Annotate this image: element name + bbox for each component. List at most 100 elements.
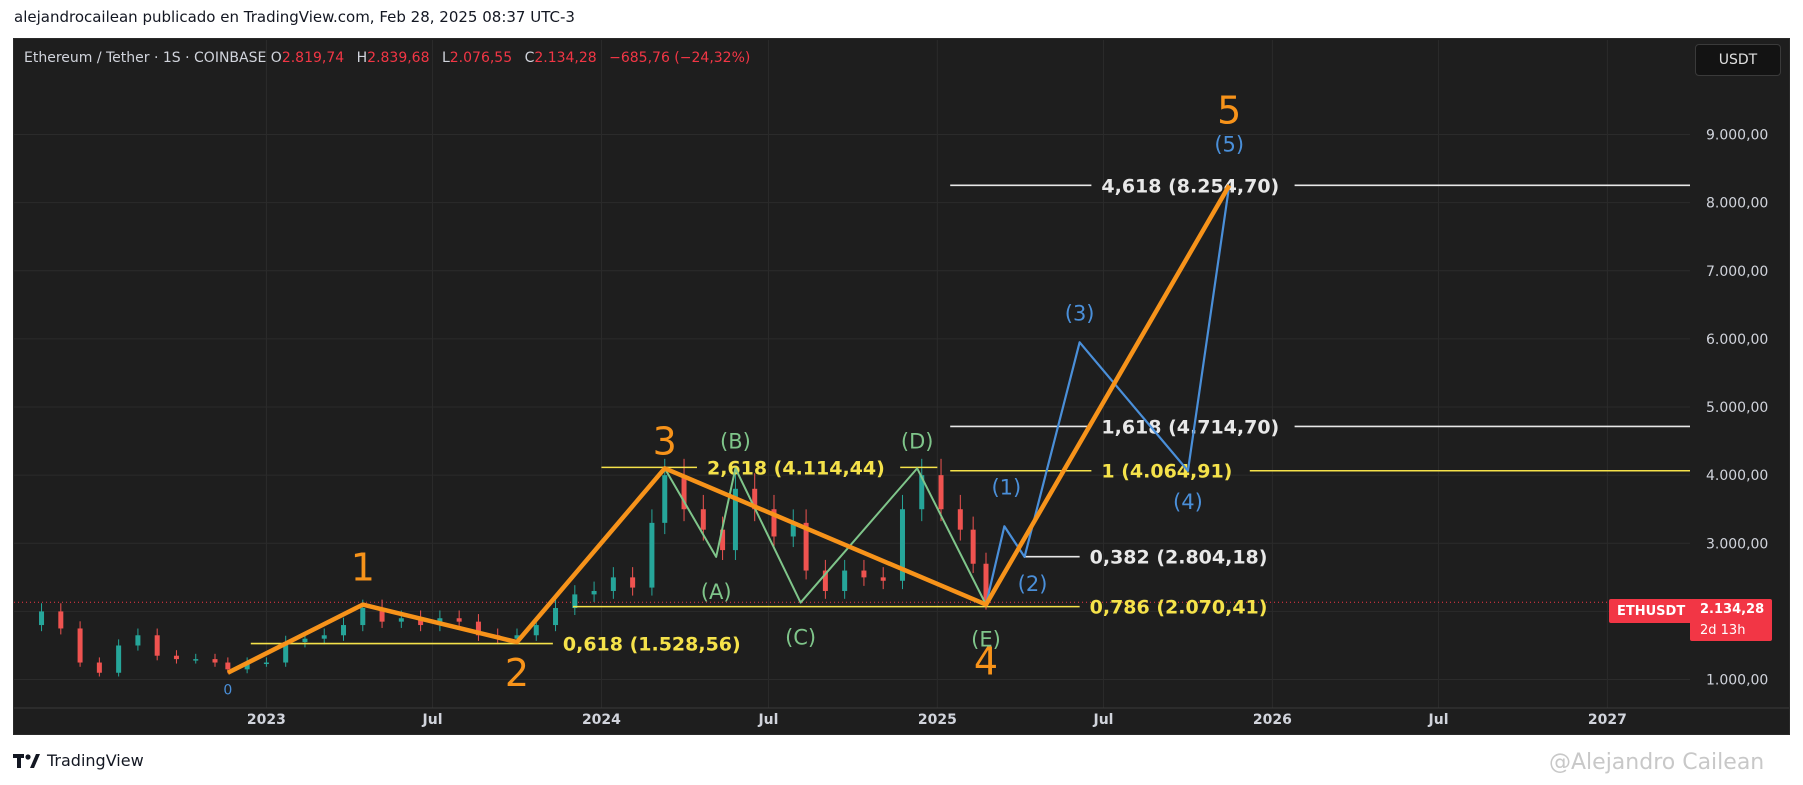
y-tick-label: 5.000,00 bbox=[1706, 400, 1768, 416]
fib-level-label: 0,618 (1.528,56) bbox=[563, 634, 741, 656]
candle-body bbox=[379, 608, 385, 622]
candle-body bbox=[321, 635, 327, 639]
x-tick-label: 2025 bbox=[918, 712, 957, 728]
projection-wave-label: (4) bbox=[1173, 490, 1203, 514]
candle-body bbox=[302, 638, 308, 643]
projection-wave-label: (2) bbox=[1018, 572, 1048, 596]
candle-body bbox=[771, 509, 777, 537]
primary-wave-label: 4 bbox=[974, 640, 998, 684]
triangle-wave-line bbox=[663, 467, 987, 606]
candle-body bbox=[360, 608, 366, 626]
low-value: 2.076,55 bbox=[449, 50, 513, 66]
y-tick-label: 4.000,00 bbox=[1706, 468, 1768, 484]
candle-body bbox=[173, 655, 179, 660]
candle-body bbox=[572, 594, 578, 609]
candle-body bbox=[39, 611, 45, 626]
high-value: 2.839,68 bbox=[367, 50, 430, 66]
candle-body bbox=[732, 488, 738, 551]
primary-wave-label: 3 bbox=[653, 419, 677, 463]
fib-level-label: 4,618 (8.254,70) bbox=[1101, 175, 1279, 197]
symbol-header: Ethereum / Tether · 1S · COINBASE O2.819… bbox=[24, 50, 758, 66]
bar-countdown: 2d 13h bbox=[1700, 623, 1746, 638]
chart-panel[interactable] bbox=[13, 38, 1790, 735]
candle-body bbox=[77, 628, 83, 663]
candle-body bbox=[970, 529, 976, 564]
x-tick-label: 2024 bbox=[582, 712, 621, 728]
open-key: O bbox=[270, 50, 282, 66]
candle-body bbox=[193, 659, 199, 661]
primary-wave-label: 1 bbox=[351, 546, 375, 590]
fib-level-label: 0,786 (2.070,41) bbox=[1090, 597, 1268, 619]
candle-body bbox=[456, 618, 462, 622]
candle-body bbox=[514, 635, 520, 639]
candle-body bbox=[649, 522, 655, 588]
triangle-wave-label: (A) bbox=[701, 580, 732, 604]
primary-wave-label: 5 bbox=[1217, 88, 1241, 132]
last-price-badge: 2.134,28 2d 13h bbox=[1690, 599, 1772, 641]
y-tick-label: 8.000,00 bbox=[1706, 196, 1768, 212]
tradingview-brand: TradingView bbox=[47, 751, 144, 770]
candle-body bbox=[116, 645, 122, 673]
projection-wave-line bbox=[984, 185, 1231, 605]
x-tick-label: Jul bbox=[422, 712, 443, 728]
x-tick-label: Jul bbox=[1092, 712, 1113, 728]
candle-body bbox=[212, 659, 218, 663]
candle-body bbox=[475, 621, 481, 636]
y-tick-label: 3.000,00 bbox=[1706, 536, 1768, 552]
y-tick-label: 9.000,00 bbox=[1706, 128, 1768, 144]
primary-wave-line bbox=[226, 184, 1232, 675]
y-tick-label: 1.000,00 bbox=[1706, 673, 1768, 689]
candle-body bbox=[154, 635, 160, 656]
candle-body bbox=[700, 509, 706, 530]
symbol-price-badge: ETHUSDT bbox=[1609, 599, 1694, 623]
candle-body bbox=[135, 635, 141, 646]
triangle-wave-label: (E) bbox=[971, 628, 1001, 652]
x-tick-label: 2027 bbox=[1588, 712, 1627, 728]
triangle-wave-label: (C) bbox=[785, 626, 816, 650]
currency-button[interactable]: USDT bbox=[1695, 44, 1781, 76]
open-value: 2.819,74 bbox=[281, 50, 345, 66]
candle-body bbox=[58, 611, 64, 629]
candle-body bbox=[610, 577, 616, 591]
x-tick-label: Jul bbox=[1428, 712, 1449, 728]
low-key: L bbox=[441, 50, 450, 66]
symbol-name: Ethereum / Tether · 1S · COINBASE bbox=[24, 50, 267, 66]
candle-body bbox=[553, 608, 559, 626]
candle-body bbox=[96, 662, 102, 673]
x-tick-label: 2023 bbox=[247, 712, 286, 728]
fib-level-label: 1 (4.064,91) bbox=[1101, 461, 1232, 483]
change-value: −685,76 (−24,32%) bbox=[609, 50, 751, 66]
tradingview-logo-icon bbox=[13, 753, 40, 768]
candle-body bbox=[822, 570, 828, 591]
tradingview-logo[interactable]: TradingView bbox=[13, 751, 144, 770]
candle-body bbox=[861, 570, 867, 578]
candle-body bbox=[752, 488, 758, 510]
x-tick-label: 2026 bbox=[1253, 712, 1292, 728]
fib-level-label: 2,618 (4.114,44) bbox=[707, 457, 885, 479]
y-tick-label: 7.000,00 bbox=[1706, 264, 1768, 280]
candle-body bbox=[899, 509, 905, 581]
close-key: C bbox=[524, 50, 535, 66]
author-watermark: @Alejandro Cailean bbox=[1549, 750, 1765, 775]
candle-body bbox=[803, 522, 809, 571]
fib-level-label: 1,618 (4.714,70) bbox=[1101, 416, 1279, 438]
candle-body bbox=[341, 625, 347, 636]
fib-level-label: 0,382 (2.804,18) bbox=[1090, 547, 1268, 569]
candle-body bbox=[938, 475, 944, 510]
projection-wave-label: (1) bbox=[991, 475, 1021, 499]
publication-line: alejandrocailean publicado en TradingVie… bbox=[14, 8, 575, 26]
x-tick-label: Jul bbox=[757, 712, 778, 728]
triangle-wave-label: (B) bbox=[720, 429, 751, 453]
candle-body bbox=[533, 625, 539, 636]
primary-wave-label: 2 bbox=[505, 651, 529, 695]
close-value: 2.134,28 bbox=[534, 50, 597, 66]
candle-body bbox=[283, 642, 289, 663]
y-tick-label: 6.000,00 bbox=[1706, 332, 1768, 348]
candle-body bbox=[263, 662, 269, 665]
candle-body bbox=[880, 577, 886, 581]
candle-body bbox=[398, 618, 404, 622]
candle-body bbox=[681, 475, 687, 510]
projection-wave-label: (5) bbox=[1214, 132, 1244, 156]
triangle-wave-label: (D) bbox=[901, 429, 934, 453]
